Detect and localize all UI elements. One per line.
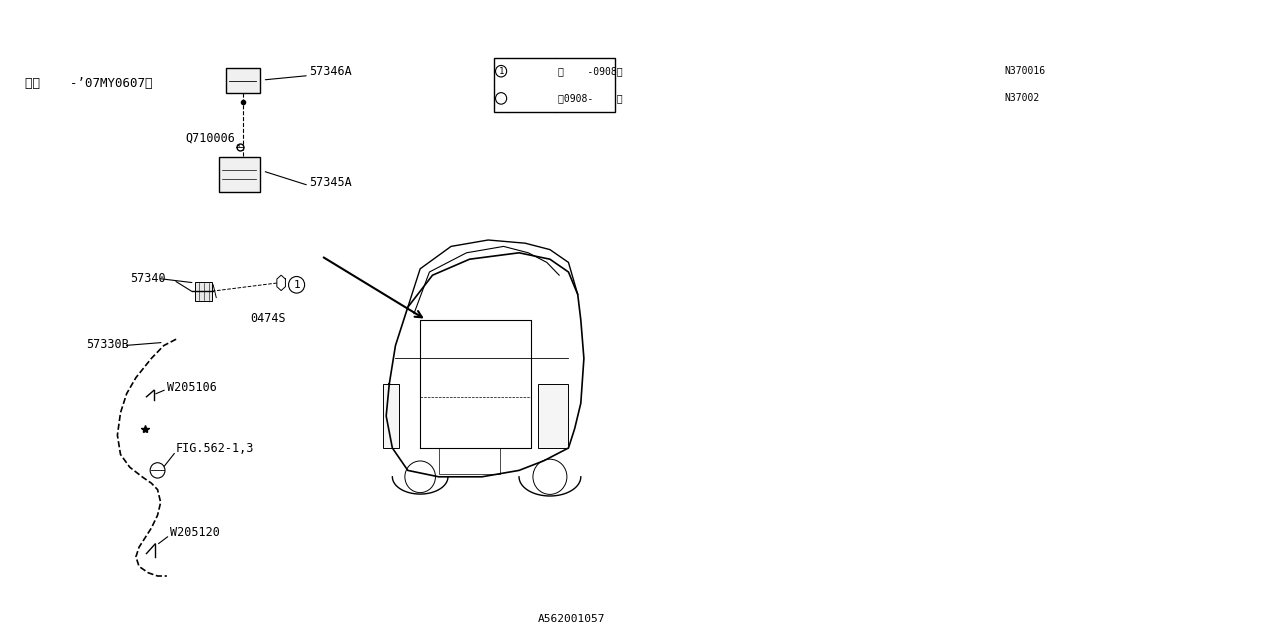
FancyBboxPatch shape <box>219 157 260 192</box>
Text: ＜    -0908＞: ＜ -0908＞ <box>558 66 622 76</box>
Bar <box>439 448 500 474</box>
Text: 57330B: 57330B <box>87 338 129 351</box>
FancyBboxPatch shape <box>225 68 260 93</box>
Text: A562001057: A562001057 <box>538 614 605 624</box>
Bar <box>494 58 614 112</box>
Text: ＜0908-    ＞: ＜0908- ＞ <box>558 93 622 104</box>
Text: N37002: N37002 <box>1005 93 1039 104</box>
Text: FIG.562-1,3: FIG.562-1,3 <box>177 442 255 454</box>
Text: 1: 1 <box>293 280 300 290</box>
Text: ※＜    -’07MY0607＞: ※＜ -’07MY0607＞ <box>24 77 152 90</box>
Bar <box>383 384 398 448</box>
Text: W205120: W205120 <box>170 526 220 539</box>
Bar <box>195 282 212 301</box>
Text: Q710006: Q710006 <box>186 131 236 144</box>
Text: 1: 1 <box>498 67 504 76</box>
Text: 57346A: 57346A <box>308 65 352 78</box>
Text: W205106: W205106 <box>166 381 216 394</box>
Text: 57345A: 57345A <box>308 176 352 189</box>
Text: 57340: 57340 <box>129 272 165 285</box>
Text: N370016: N370016 <box>1005 66 1046 76</box>
Bar <box>538 384 568 448</box>
Text: 0474S: 0474S <box>251 312 285 324</box>
